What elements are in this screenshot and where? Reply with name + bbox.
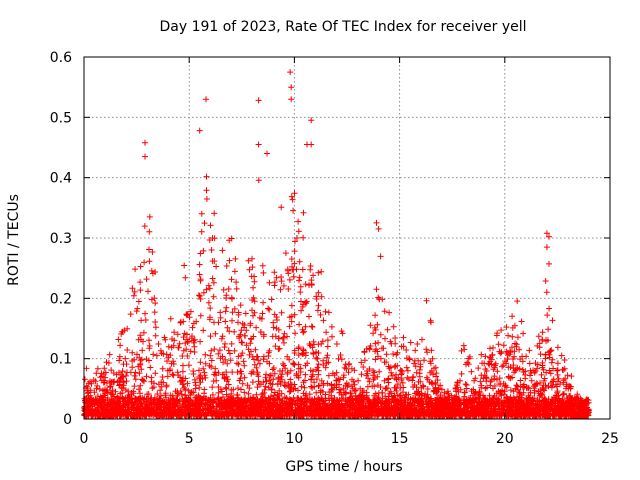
y-tick-label: 0.4 (50, 171, 72, 187)
y-tick-label: 0 (63, 412, 72, 428)
y-tick-label: 0.1 (50, 352, 72, 368)
y-tick-label: 0.3 (50, 231, 72, 247)
data-points (81, 69, 592, 419)
axis-ticks: 0 5 10 15 20 25 0 0.1 0.2 0.3 0.4 0.5 0.6 (50, 50, 619, 447)
scatter-markers (81, 69, 592, 419)
chart-title: Day 191 of 2023, Rate Of TEC Index for r… (159, 19, 526, 35)
x-tick-label: 15 (391, 431, 409, 447)
y-tick-label: 0.2 (50, 291, 72, 307)
y-tick-label: 0.5 (50, 110, 72, 126)
y-tick-label: 0.6 (50, 50, 72, 66)
x-tick-label: 0 (80, 431, 89, 447)
y-axis-label: ROTI / TECUs (6, 194, 22, 286)
x-axis-label: GPS time / hours (285, 459, 402, 475)
x-tick-label: 10 (285, 431, 303, 447)
x-tick-label: 5 (185, 431, 194, 447)
x-tick-label: 25 (601, 431, 619, 447)
x-tick-label: 20 (496, 431, 514, 447)
